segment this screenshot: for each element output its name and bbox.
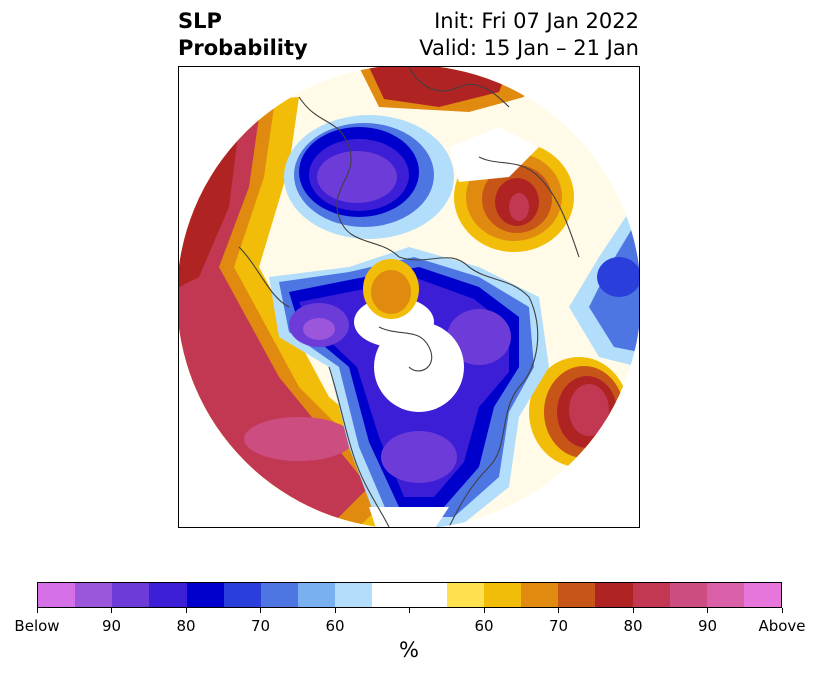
colorbar-tick-label: Above xyxy=(758,617,806,635)
colorbar-tick xyxy=(707,608,708,613)
colorbar-segment xyxy=(743,583,782,607)
colorbar-segment xyxy=(521,583,559,607)
colorbar-tick xyxy=(260,608,261,613)
colorbar-unit: % xyxy=(399,638,419,662)
colorbar-tick-label: 90 xyxy=(697,617,718,635)
colorbar-segment xyxy=(149,583,187,607)
colorbar-tick xyxy=(632,608,634,613)
colorbar-segment xyxy=(409,583,447,607)
colorbar-tick xyxy=(111,608,112,613)
colorbar-tick-label: 60 xyxy=(474,617,494,635)
colorbar-segment xyxy=(372,583,410,607)
map-title-right: Init: Fri 07 Jan 2022 Valid: 15 Jan – 21… xyxy=(419,8,639,62)
valid-range: Valid: 15 Jan – 21 Jan xyxy=(419,36,639,60)
colorbar-segment xyxy=(669,583,707,607)
colorbar-tick xyxy=(781,608,783,613)
colorbar-tick xyxy=(185,608,187,613)
colorbar-tick xyxy=(558,608,559,613)
probability-map xyxy=(178,66,640,528)
colorbar-segment xyxy=(335,583,373,607)
colorbar-segment xyxy=(75,583,113,607)
colorbar-segment xyxy=(446,583,484,607)
colorbar-segment xyxy=(186,583,224,607)
colorbar-tick-label: 60 xyxy=(325,617,345,635)
colorbar-tick xyxy=(483,608,485,613)
colorbar-tick xyxy=(334,608,336,613)
colorbar-segment xyxy=(38,583,76,607)
polar-map-svg xyxy=(179,67,639,527)
colorbar-segment xyxy=(112,583,150,607)
map-title-left: SLP Probability xyxy=(178,8,308,62)
colorbar-segment xyxy=(632,583,670,607)
shaded-probability-field xyxy=(179,67,639,527)
colorbar-tick-label: 90 xyxy=(101,617,122,635)
colorbar-segment xyxy=(260,583,299,607)
variable-type: Probability xyxy=(178,36,308,60)
colorbar-segment xyxy=(706,583,744,607)
colorbar xyxy=(37,582,782,608)
colorbar-segment xyxy=(595,583,633,607)
colorbar-segment xyxy=(483,583,522,607)
colorbar-tick-label: 80 xyxy=(623,617,643,635)
colorbar-tick-label: Below xyxy=(14,617,60,635)
colorbar-tick-label: 70 xyxy=(250,617,271,635)
colorbar-segment xyxy=(223,583,261,607)
colorbar-tick xyxy=(36,608,38,613)
init-date: Init: Fri 07 Jan 2022 xyxy=(434,9,639,33)
colorbar-segment xyxy=(298,583,336,607)
colorbar-tick xyxy=(409,608,410,613)
colorbar-tick-label: 70 xyxy=(548,617,569,635)
colorbar-tick-label: 80 xyxy=(176,617,196,635)
variable-name: SLP xyxy=(178,9,222,33)
colorbar-segment xyxy=(558,583,596,607)
